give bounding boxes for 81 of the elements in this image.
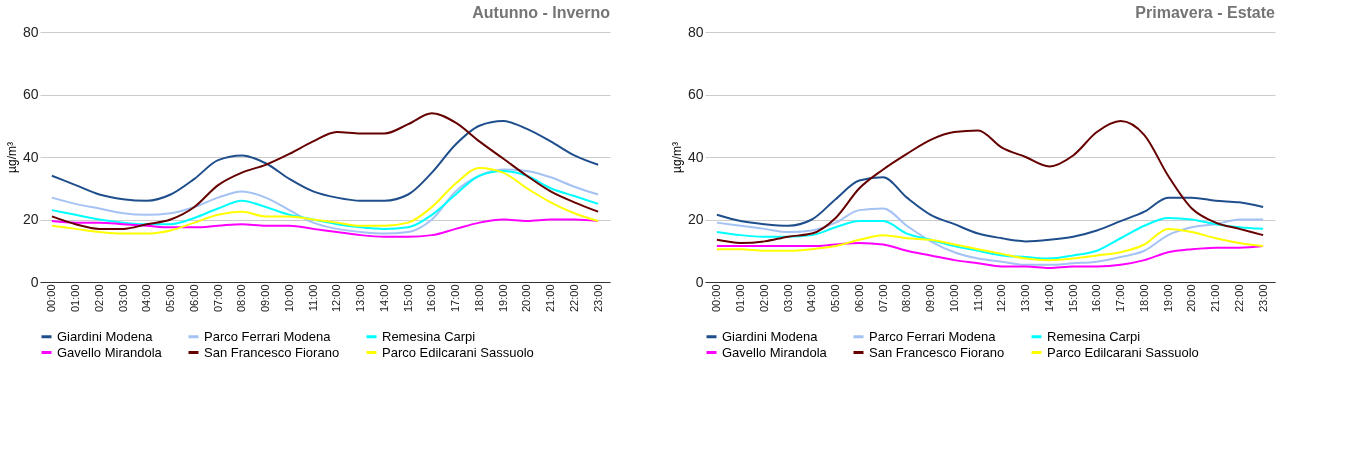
x-tick-label: 17:00 — [449, 284, 462, 313]
x-tick-label: 16:00 — [425, 284, 438, 313]
x-tick-label: 15:00 — [1066, 284, 1079, 313]
x-tick-label: 02:00 — [92, 284, 105, 313]
x-tick-label: 07:00 — [876, 284, 889, 313]
line-series — [715, 176, 1265, 243]
legend-label: Gavello Mirandola — [722, 344, 828, 360]
line-series — [50, 112, 600, 230]
x-tick-label: 19:00 — [1161, 284, 1174, 313]
legend-label: San Francesco Fiorano — [869, 344, 1005, 360]
x-tick-label: 23:00 — [591, 284, 604, 313]
y-axis-title: µg/m³ — [4, 142, 19, 173]
line-series — [715, 120, 1265, 244]
x-tick-label: 22:00 — [1232, 284, 1245, 313]
y-tick-label: 60 — [22, 86, 39, 102]
x-tick-label: 13:00 — [354, 284, 367, 313]
y-tick-label: 80 — [687, 23, 704, 40]
x-tick-label: 08:00 — [900, 284, 913, 313]
legend-label: San Francesco Fiorano — [204, 344, 340, 360]
y-tick-label: 80 — [22, 23, 39, 40]
x-tick-label: 06:00 — [852, 284, 865, 313]
x-tick-label: 04:00 — [805, 284, 818, 313]
x-tick-label: 15:00 — [401, 284, 414, 313]
x-tick-label: 04:00 — [140, 284, 153, 313]
chart-title: Primavera - Estate — [1135, 4, 1276, 21]
y-tick-label: 20 — [687, 211, 704, 227]
y-tick-label: 0 — [30, 273, 39, 290]
x-tick-label: 08:00 — [235, 284, 248, 313]
x-tick-label: 11:00 — [306, 284, 319, 312]
x-tick-label: 07:00 — [211, 284, 224, 313]
y-tick-label: 0 — [695, 273, 704, 290]
x-tick-label: 01:00 — [69, 284, 82, 313]
x-tick-label: 05:00 — [829, 284, 842, 313]
x-tick-label: 03:00 — [116, 284, 129, 313]
x-tick-label: 06:00 — [187, 284, 200, 313]
y-axis-title: µg/m³ — [669, 142, 684, 173]
x-tick-label: 03:00 — [781, 284, 794, 313]
x-tick-label: 20:00 — [520, 284, 533, 313]
legend-label: Parco Ferrari Modena — [869, 328, 997, 344]
x-tick-label: 14:00 — [377, 284, 390, 313]
x-tick-label: 22:00 — [567, 284, 580, 313]
x-tick-label: 18:00 — [472, 284, 485, 313]
x-tick-label: 16:00 — [1090, 284, 1103, 313]
legend-label: Parco Ferrari Modena — [204, 328, 332, 344]
y-tick-label: 40 — [687, 148, 704, 165]
y-tick-label: 20 — [22, 211, 39, 227]
x-tick-label: 05:00 — [164, 284, 177, 313]
legend-label: Remesina Carpi — [1047, 328, 1141, 344]
x-tick-label: 00:00 — [710, 284, 723, 313]
x-tick-label: 02:00 — [757, 284, 770, 313]
x-tick-label: 12:00 — [330, 284, 343, 313]
x-tick-label: 19:00 — [496, 284, 509, 313]
x-tick-label: 09:00 — [259, 284, 272, 313]
y-tick-label: 40 — [22, 148, 39, 165]
x-tick-label: 09:00 — [924, 284, 937, 313]
x-tick-label: 01:00 — [734, 284, 747, 313]
legend-label: Remesina Carpi — [382, 328, 476, 344]
legend-label: Parco Edilcarani Sassuolo — [382, 344, 534, 360]
x-tick-label: 21:00 — [544, 284, 557, 313]
x-tick-label: 10:00 — [282, 284, 295, 313]
line-series — [715, 216, 1265, 260]
x-tick-label: 11:00 — [971, 284, 984, 312]
x-tick-label: 20:00 — [1185, 284, 1198, 313]
legend-label: Giardini Modena — [57, 328, 154, 344]
line-series — [50, 120, 600, 202]
x-tick-label: 12:00 — [995, 284, 1008, 313]
x-tick-label: 17:00 — [1114, 284, 1127, 313]
x-tick-label: 21:00 — [1209, 284, 1222, 313]
x-tick-label: 10:00 — [947, 284, 960, 313]
x-tick-label: 14:00 — [1042, 284, 1055, 313]
chart-title: Autunno - Inverno — [472, 4, 611, 21]
x-tick-label: 18:00 — [1137, 284, 1150, 313]
legend-label: Giardini Modena — [722, 328, 819, 344]
line-series — [715, 207, 1265, 266]
x-tick-label: 00:00 — [45, 284, 58, 313]
y-tick-label: 60 — [687, 86, 704, 102]
x-tick-label: 13:00 — [1019, 284, 1032, 313]
line-series — [715, 227, 1265, 262]
legend-label: Gavello Mirandola — [57, 344, 163, 360]
x-tick-label: 23:00 — [1256, 284, 1269, 313]
legend-label: Parco Edilcarani Sassuolo — [1047, 344, 1199, 360]
